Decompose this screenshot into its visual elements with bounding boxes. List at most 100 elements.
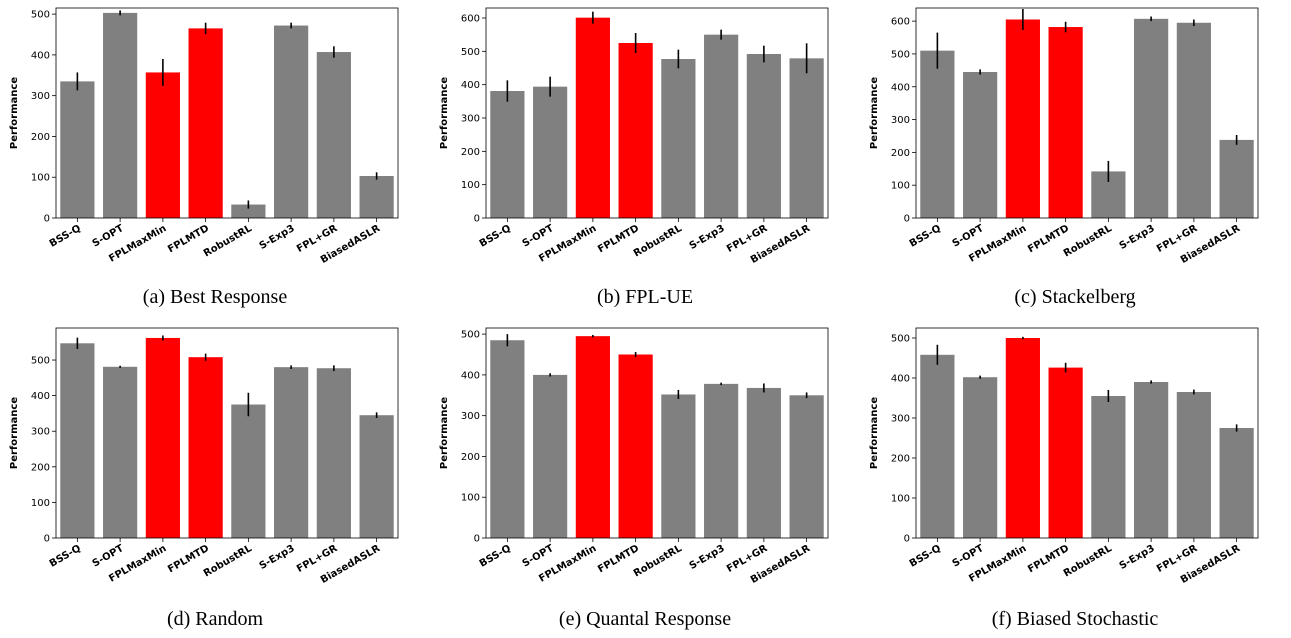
bar: [359, 415, 394, 538]
x-tick-label: BSS-Q: [48, 223, 83, 250]
y-axis-label: Performance: [439, 77, 450, 149]
plot-frame: [915, 327, 1259, 539]
y-tick-label: 400: [891, 374, 910, 385]
bar: [359, 176, 394, 218]
bar: [789, 58, 824, 219]
bar: [704, 34, 739, 218]
y-tick-label: 400: [891, 82, 910, 93]
chart-panel-f: 0 100 200 300 400 500 Performance BSS-Q S-OPT FPL…: [860, 320, 1290, 638]
y-axis-label: Performance: [869, 77, 880, 149]
x-tick-label: S-OPT: [951, 543, 986, 570]
y-axis-label: Performance: [9, 77, 20, 149]
y-tick-label: 0: [904, 534, 910, 545]
bar: [1176, 22, 1211, 218]
x-tick-label: BSS-Q: [908, 543, 943, 570]
bar: [274, 25, 309, 218]
x-tick-label: S-OPT: [521, 223, 556, 250]
bar: [618, 43, 653, 218]
bar: [103, 366, 138, 538]
y-tick-label: 500: [31, 10, 50, 21]
y-tick-label: 300: [461, 114, 480, 125]
y-tick-label: 300: [31, 427, 50, 438]
x-tick-label: BSS-Q: [48, 543, 83, 570]
x-tick-label: S-Exp3: [258, 543, 297, 572]
y-tick-label: 200: [31, 132, 50, 143]
x-tick-label: S-Exp3: [688, 223, 727, 252]
chart-caption: (c) Stackelberg: [1014, 286, 1136, 308]
y-tick-label: 400: [31, 50, 50, 61]
bar-chart: 0 100 200 300 400 500 600 Performance BSS-Q S-OPT…: [439, 7, 829, 266]
bar: [789, 395, 824, 538]
chart-caption: (a) Best Response: [142, 286, 288, 308]
plot-frame: [55, 7, 399, 219]
x-tick-label: S-Exp3: [1118, 543, 1157, 572]
bar: [1176, 392, 1211, 538]
y-tick-label: 600: [891, 17, 910, 28]
y-tick-label: 600: [461, 14, 480, 25]
y-tick-label: 300: [891, 414, 910, 425]
chart-panel-d: 0 100 200 300 400 500 Performance BSS-Q S-OPT FPL…: [0, 320, 430, 638]
y-tick-label: 300: [31, 91, 50, 102]
y-tick-label: 0: [474, 214, 480, 225]
x-tick-label: RobustRL: [202, 223, 255, 260]
x-tick-label: BSS-Q: [478, 543, 513, 570]
bar: [188, 28, 223, 218]
y-tick-label: 500: [461, 330, 480, 341]
bar: [1219, 139, 1254, 218]
y-tick-label: 0: [44, 534, 50, 545]
bar: [103, 12, 138, 218]
bar: [1048, 27, 1083, 218]
y-tick-label: 100: [461, 493, 480, 504]
x-tick-label: RobustRL: [1062, 543, 1115, 580]
bar-chart: 0 100 200 300 400 500 600 Performance BSS-Q S-OPT…: [869, 7, 1259, 266]
bar: [1005, 338, 1040, 538]
bar: [188, 357, 223, 538]
bar: [490, 340, 525, 538]
bar: [575, 17, 610, 218]
chart-caption: (b) FPL-UE: [596, 286, 694, 308]
y-tick-label: 200: [31, 462, 50, 473]
x-tick-label: RobustRL: [632, 223, 685, 260]
bar: [704, 383, 739, 538]
plot-frame: [485, 327, 829, 539]
x-tick-label: S-OPT: [91, 543, 126, 570]
y-tick-label: 500: [461, 47, 480, 58]
x-tick-label: S-Exp3: [1118, 223, 1157, 252]
y-tick-label: 100: [891, 494, 910, 505]
x-tick-label: S-Exp3: [688, 543, 727, 572]
bar: [1134, 18, 1169, 218]
y-tick-label: 400: [461, 80, 480, 91]
x-tick-label: S-OPT: [951, 223, 986, 250]
bar: [661, 394, 696, 538]
x-tick-label: RobustRL: [1062, 223, 1115, 260]
y-tick-label: 200: [891, 454, 910, 465]
y-tick-label: 100: [461, 180, 480, 191]
bar: [963, 71, 998, 218]
y-axis-label: Performance: [9, 397, 20, 469]
y-axis-label: Performance: [869, 397, 880, 469]
x-tick-label: S-Exp3: [258, 223, 297, 252]
plot-frame: [485, 7, 829, 219]
chart-panel-a: 0 100 200 300 400 500 Performance BSS-Q S-OPT FPL…: [0, 0, 430, 318]
y-axis-label: Performance: [439, 397, 450, 469]
y-tick-label: 300: [891, 115, 910, 126]
plot-frame: [55, 327, 399, 539]
x-tick-label: BSS-Q: [478, 223, 513, 250]
y-tick-label: 100: [891, 181, 910, 192]
bar: [1048, 367, 1083, 538]
bar: [145, 337, 180, 538]
x-tick-label: BSS-Q: [908, 223, 943, 250]
chart-caption: (f) Biased Stochastic: [991, 608, 1159, 630]
y-tick-label: 500: [31, 356, 50, 367]
bar: [1134, 382, 1169, 538]
bar: [1005, 19, 1040, 218]
bar: [316, 52, 351, 218]
bar: [145, 72, 180, 218]
y-tick-label: 500: [891, 49, 910, 60]
bar: [1219, 428, 1254, 538]
y-tick-label: 0: [904, 214, 910, 225]
